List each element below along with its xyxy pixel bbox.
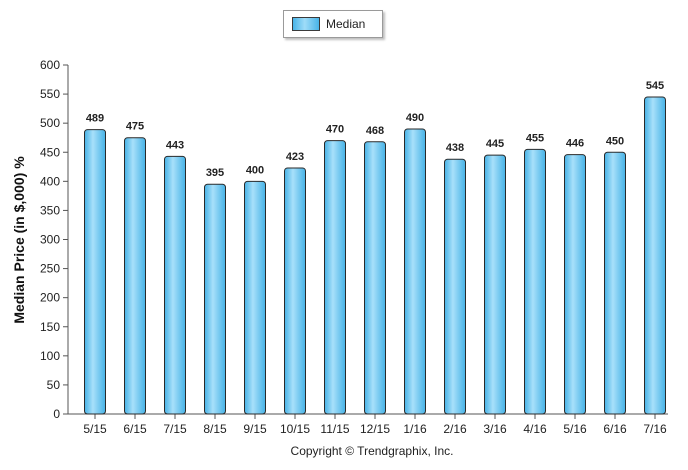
bar: [404, 128, 426, 415]
y-tick-label: 100: [40, 349, 60, 363]
bar: [204, 183, 226, 415]
legend-label: Median: [326, 17, 366, 31]
y-tick-label: 200: [40, 291, 60, 305]
x-tick-label: 7/16: [643, 422, 667, 436]
bar-value-label: 468: [366, 125, 384, 137]
bar: [564, 154, 586, 415]
y-tick-label: 250: [40, 262, 60, 276]
bar-chart: 0 50 100 150 200 250 300 350 400 450 500 550 600 5/15…: [11, 58, 668, 436]
y-tick-label: 400: [40, 174, 60, 188]
x-tick-label: 5/15: [83, 422, 107, 436]
bar-value-label: 423: [286, 151, 304, 163]
bar: [244, 180, 266, 415]
y-tick-label: 0: [53, 407, 60, 421]
bar-value-label: 395: [206, 167, 224, 179]
copyright-text: Copyright © Trendgraphix, Inc.: [290, 444, 454, 458]
y-tick-label: 300: [40, 233, 60, 247]
bar: [524, 148, 546, 415]
bar-value-label: 475: [126, 121, 144, 133]
bar-value-label: 400: [246, 164, 264, 176]
x-tick-label: 5/16: [563, 422, 587, 436]
bar-value-label: 545: [646, 80, 664, 92]
legend-swatch: [292, 17, 320, 31]
x-tick-label: 3/16: [483, 422, 507, 436]
bar: [364, 141, 386, 415]
bar: [644, 96, 666, 415]
y-tick-label: 500: [40, 116, 60, 130]
bar: [324, 140, 346, 415]
legend: Median: [283, 10, 383, 38]
bar-value-label: 470: [326, 124, 344, 136]
y-tick-label: 450: [40, 145, 60, 159]
bar: [604, 151, 626, 415]
bar: [84, 129, 106, 415]
bar-value-label: 438: [446, 142, 464, 154]
x-tick-label: 4/16: [523, 422, 547, 436]
x-tick-label: 7/15: [163, 422, 187, 436]
bar: [124, 137, 146, 415]
bar-value-label: 489: [86, 113, 104, 125]
y-axis-label: Median Price (in $,000) %: [11, 156, 27, 324]
bar-value-label: 490: [406, 112, 424, 124]
x-tick-label: 6/15: [123, 422, 147, 436]
bar: [484, 154, 506, 415]
y-tick-label: 150: [40, 320, 60, 334]
x-tick-label: 2/16: [443, 422, 467, 436]
y-tick-label: 50: [47, 378, 61, 392]
x-tick-label: 1/16: [403, 422, 427, 436]
bar-value-label: 450: [606, 135, 624, 147]
y-tick-label: 550: [40, 87, 60, 101]
x-tick-label: 11/15: [320, 422, 349, 436]
x-tick-label: 8/15: [203, 422, 227, 436]
bar: [444, 158, 466, 415]
x-tick-label: 6/16: [603, 422, 627, 436]
y-tick-label: 600: [40, 58, 60, 72]
x-tick-label: 10/15: [280, 422, 310, 436]
bar-value-label: 446: [566, 138, 584, 150]
x-tick-label: 9/15: [243, 422, 267, 436]
bar-value-label: 445: [486, 138, 504, 150]
bar: [284, 167, 306, 415]
y-tick-label: 350: [40, 203, 60, 217]
bar-value-label: 455: [526, 132, 544, 144]
x-tick-label: 12/15: [360, 422, 390, 436]
bar: [164, 155, 186, 415]
bar-value-label: 443: [166, 139, 184, 151]
